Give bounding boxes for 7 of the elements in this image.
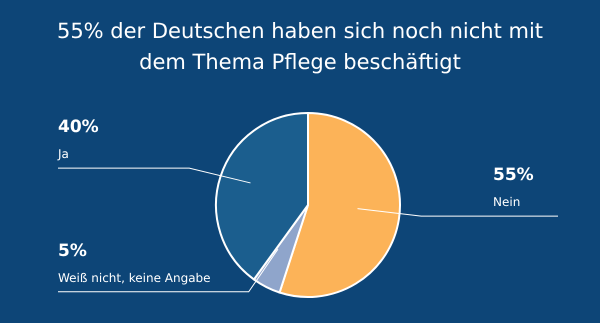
data-label: 5% (58, 240, 87, 261)
slice-label: Weiß nicht, keine Angabe (58, 270, 211, 285)
slice-label: Nein (493, 195, 520, 210)
slice-label: Ja (57, 147, 69, 162)
chart-title: 55% der Deutschen haben sich noch nicht mit dem Thema Pflege beschäftigt (56, 18, 544, 76)
data-label: 40% (58, 117, 99, 138)
data-label: 55% (493, 165, 534, 186)
